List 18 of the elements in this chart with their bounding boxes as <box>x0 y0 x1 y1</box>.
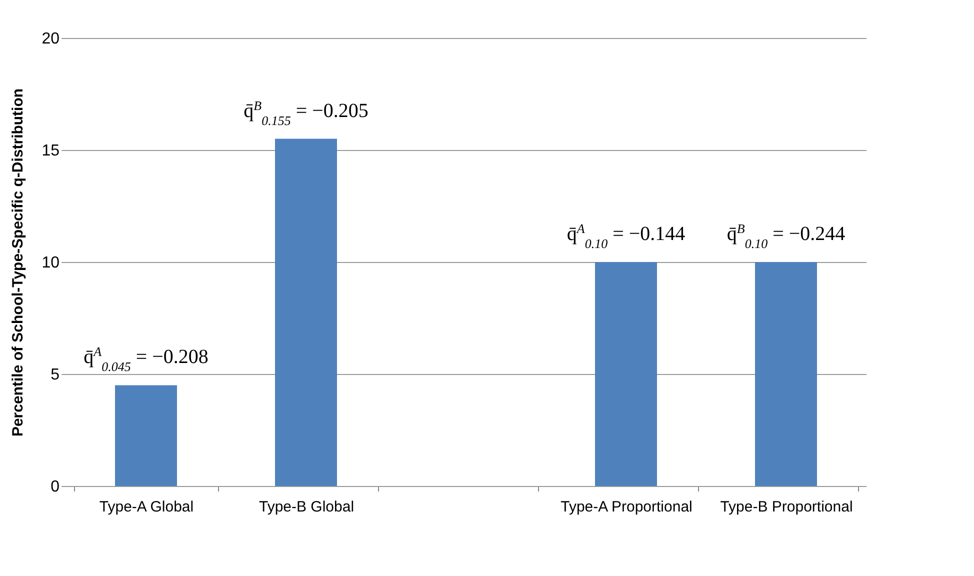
x-tick-label: Type-B Global <box>258 498 354 516</box>
annotation: q̄$^{B}$$_{0.155}$ = −0.205 <box>244 97 368 128</box>
annotation: q̄$^{B}$$_{0.10}$ = −0.244 <box>726 220 846 250</box>
x-tick-label: Type-A Global <box>99 498 194 516</box>
y-tick-label: 15 <box>42 142 60 160</box>
y-axis-title: Percentile of School-Type-Specific q-Distribution <box>10 88 27 437</box>
y-tick-label: 0 <box>50 478 60 496</box>
y-tick-label: 10 <box>42 254 60 272</box>
bar <box>595 262 657 486</box>
annotation: q̄$^{A}$$_{0.045}$ = −0.208 <box>84 344 208 374</box>
bar <box>115 385 177 486</box>
bar <box>275 138 337 486</box>
x-tick-label: Type-B Proportional <box>720 498 853 516</box>
y-tick-label: 5 <box>50 366 60 384</box>
x-tick-label: Type-A Proportional <box>560 498 692 516</box>
bar <box>755 262 817 486</box>
annotation: q̄$^{A}$$_{0.10}$ = −0.144 <box>566 220 686 250</box>
y-tick-label: 20 <box>42 30 60 48</box>
